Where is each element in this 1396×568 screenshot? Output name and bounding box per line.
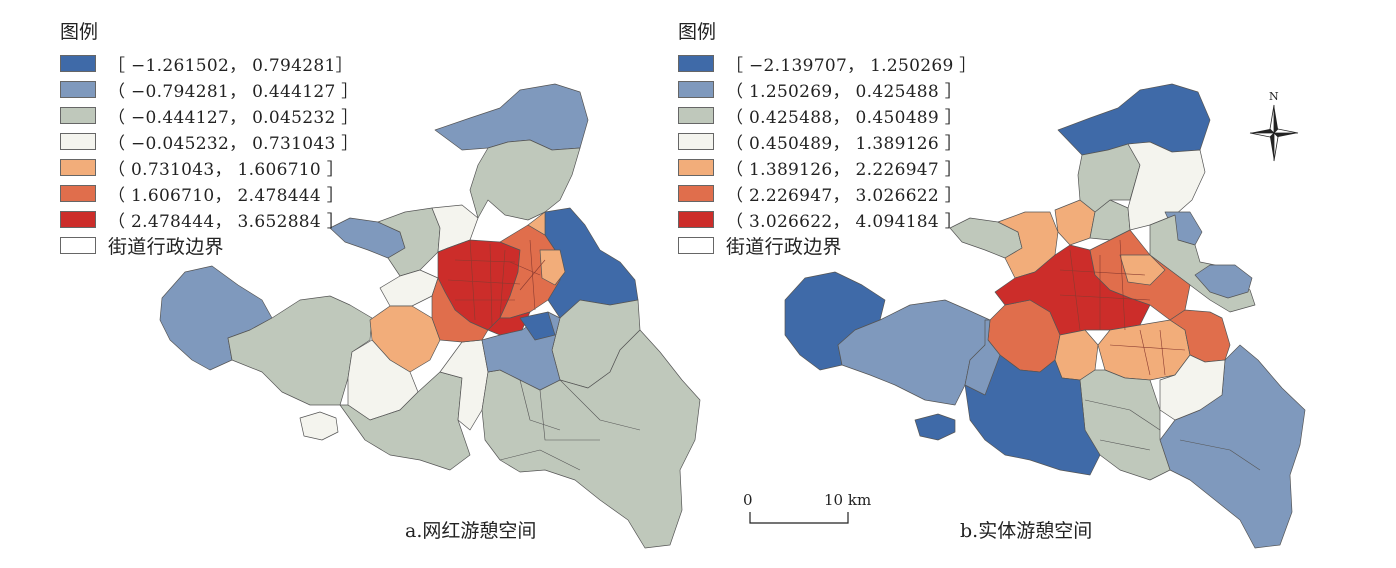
legend-item: ［ −2.139707， 1.250269 ］ (678, 50, 977, 76)
legend-label: 街道行政边界 (108, 235, 224, 258)
legend-item: （ 2.478444， 3.652884 ］ (60, 206, 359, 232)
legend-swatch (60, 54, 96, 72)
legend-label: （ −0.444127， 0.045232 ］ (108, 107, 359, 128)
scale-end-label: 10 km (824, 491, 872, 509)
map-b (784, 83, 1306, 549)
district-a-north-blue (434, 83, 589, 151)
legend-swatch (678, 132, 714, 150)
legend-item: （ 0.731043， 1.606710 ］ (60, 154, 359, 180)
legend-item: （ 3.026622， 4.094184 ］ (678, 206, 977, 232)
legend-swatch (60, 184, 96, 202)
legend-label: （ −0.045232， 0.731043 ］ (108, 133, 359, 154)
legend-label: ［ −1.261502， 0.794281］ (108, 55, 353, 76)
legend-item: （ 1.606710， 2.478444 ］ (60, 180, 359, 206)
legend-label: （ 1.250269， 0.425488 ］ (726, 81, 963, 102)
district-b-south-white (1159, 354, 1226, 421)
legend-swatch (60, 80, 96, 98)
legend-title: 图例 (60, 21, 99, 43)
legend-swatch (60, 132, 96, 150)
district-a-north-grey (469, 139, 581, 221)
district-b-east-orangered (1169, 309, 1231, 363)
legend-swatch (678, 210, 714, 228)
legend-label: 街道行政边界 (726, 235, 842, 258)
district-b-south-blue (964, 344, 1101, 476)
legend-item: （ 0.450489， 1.389126 ］ (678, 128, 977, 154)
legend-item: （ 0.425488， 0.450489 ］ (678, 102, 977, 128)
district-b-island (914, 413, 956, 441)
legend-label: （ 0.450489， 1.389126 ］ (726, 133, 963, 154)
caption-a: a.网红游憩空间 (405, 520, 537, 542)
legend-swatch (678, 158, 714, 176)
legend-label: （ 3.026622， 4.094184 ］ (726, 211, 963, 232)
district-b-east-blue (1194, 264, 1253, 299)
district-b-west-strip (964, 319, 1001, 396)
legend-label: （ 1.606710， 2.478444 ］ (108, 185, 345, 206)
district-b-north-white (1127, 141, 1206, 231)
legend-swatch (678, 106, 714, 124)
legend-label: （ 2.478444， 3.652884 ］ (108, 211, 345, 232)
legend-swatch (60, 106, 96, 124)
legend-label: ［ −2.139707， 1.250269 ］ (726, 55, 977, 76)
scale-bar (749, 512, 849, 524)
legend-a: 图例 ［ −1.261502， 0.794281］ （ −0.794281， 0.… (60, 17, 359, 258)
legend-swatch (60, 158, 96, 176)
district-b-center-orange (1119, 254, 1166, 286)
legend-item: （ 2.226947， 3.026622 ］ (678, 180, 977, 206)
legend-label: （ 0.731043， 1.606710 ］ (108, 159, 345, 180)
legend-item: （ 1.389126， 2.226947 ］ (678, 154, 977, 180)
legend-item: ［ −1.261502， 0.794281］ (60, 50, 359, 76)
map-a (159, 83, 701, 549)
legend-swatch (678, 184, 714, 202)
legend-item: （ 1.250269， 0.425488 ］ (678, 76, 977, 102)
legend-label: （ −0.794281， 0.444127 ］ (108, 81, 359, 102)
district-a-island (299, 411, 339, 441)
legend-label: （ 0.425488， 0.450489 ］ (726, 107, 963, 128)
legend-swatch (678, 54, 714, 72)
north-arrow-icon (1249, 104, 1299, 162)
scale-start-label: 0 (743, 491, 753, 509)
district-a-southwest (227, 295, 373, 406)
legend-swatch (60, 236, 96, 254)
legend-title: 图例 (678, 21, 717, 43)
north-arrow-label: N (1269, 90, 1279, 103)
legend-boundary: 街道行政边界 (678, 232, 977, 258)
caption-b: b.实体游憩空间 (960, 520, 1093, 542)
legend-b: 图例 ［ −2.139707， 1.250269 ］ （ 1.250269， 0.… (678, 17, 977, 258)
district-a-center-orange (527, 211, 566, 286)
legend-boundary: 街道行政边界 (60, 232, 359, 258)
legend-item: （ −0.045232， 0.731043 ］ (60, 128, 359, 154)
district-b-north-grey (1077, 143, 1141, 213)
district-a-west-white (379, 269, 439, 307)
legend-label: （ 1.389126， 2.226947 ］ (726, 159, 963, 180)
legend-item: （ −0.794281， 0.444127 ］ (60, 76, 359, 102)
legend-swatch (60, 210, 96, 228)
legend-item: （ −0.444127， 0.045232 ］ (60, 102, 359, 128)
district-a-south-darkblue (519, 311, 556, 341)
legend-label: （ 2.226947， 3.026622 ］ (726, 185, 963, 206)
legend-swatch (678, 236, 714, 254)
legend-swatch (678, 80, 714, 98)
